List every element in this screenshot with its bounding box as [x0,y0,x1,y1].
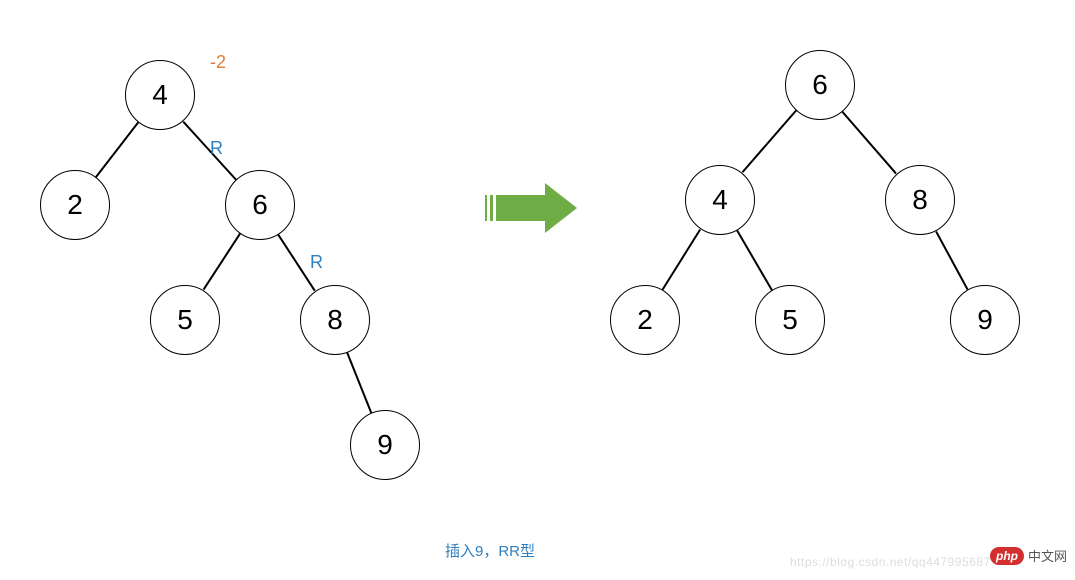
tree-node: 8 [885,165,955,235]
tree-node: 2 [610,285,680,355]
node-label: 9 [377,429,393,461]
node-label: 5 [177,304,193,336]
node-label: 9 [977,304,993,336]
tree-edge [662,229,701,290]
logo-suffix: 中文网 [1028,546,1067,565]
node-label: 5 [782,304,798,336]
tree-node: 5 [755,285,825,355]
node-label: 8 [912,184,928,216]
rotation-direction-label: R [210,138,223,159]
transform-arrow-icon [485,195,545,221]
tree-node: 9 [950,285,1020,355]
node-label: 6 [252,189,268,221]
node-label: 8 [327,304,343,336]
node-label: 2 [67,189,83,221]
site-logo: php 中文网 [990,546,1067,565]
tree-edge [203,233,241,290]
tree-edge [842,111,897,174]
tree-node: 4 [125,60,195,130]
tree-edge [742,110,797,173]
tree-node: 8 [300,285,370,355]
node-label: 4 [152,79,168,111]
tree-node: 2 [40,170,110,240]
balance-factor-label: -2 [210,52,226,73]
diagram-caption: 插入9，RR型 [445,540,535,561]
tree-edge [736,230,772,290]
tree-node: 9 [350,410,420,480]
tree-edge [95,122,138,178]
tree-node: 6 [225,170,295,240]
tree-edge [347,352,372,413]
node-label: 2 [637,304,653,336]
node-label: 6 [812,69,828,101]
watermark-text: https://blog.csdn.net/qq447995687 [790,555,991,569]
node-label: 4 [712,184,728,216]
tree-node: 4 [685,165,755,235]
tree-node: 5 [150,285,220,355]
transform-arrow-head-icon [545,183,577,233]
tree-node: 6 [785,50,855,120]
rotation-direction-label: R [310,252,323,273]
tree-edge [935,231,968,290]
logo-badge: php [990,547,1024,565]
